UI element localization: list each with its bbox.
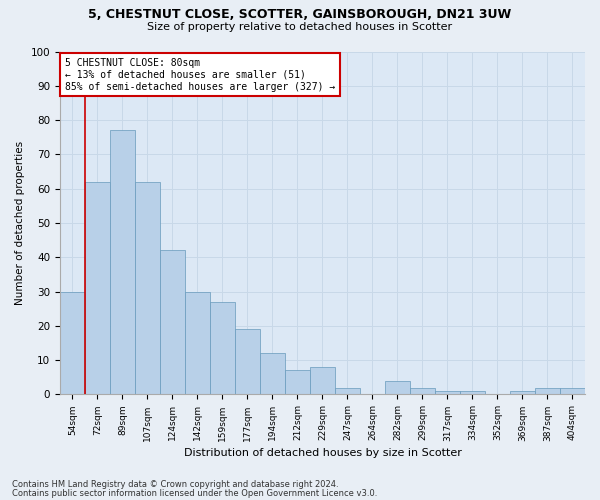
Bar <box>85 182 110 394</box>
Bar <box>185 292 210 395</box>
Text: Contains public sector information licensed under the Open Government Licence v3: Contains public sector information licen… <box>12 489 377 498</box>
Bar <box>285 370 310 394</box>
Text: 5 CHESTNUT CLOSE: 80sqm
← 13% of detached houses are smaller (51)
85% of semi-de: 5 CHESTNUT CLOSE: 80sqm ← 13% of detache… <box>65 58 335 92</box>
Bar <box>260 354 285 395</box>
Bar <box>60 292 85 395</box>
Y-axis label: Number of detached properties: Number of detached properties <box>15 141 25 305</box>
Bar <box>535 388 560 394</box>
Bar <box>560 388 585 394</box>
Bar <box>435 391 460 394</box>
Bar <box>110 130 135 394</box>
Text: Contains HM Land Registry data © Crown copyright and database right 2024.: Contains HM Land Registry data © Crown c… <box>12 480 338 489</box>
Bar <box>510 391 535 394</box>
Bar <box>160 250 185 394</box>
Bar <box>235 330 260 394</box>
Bar <box>385 380 410 394</box>
Bar <box>210 302 235 394</box>
Bar <box>135 182 160 394</box>
Bar <box>335 388 360 394</box>
Bar <box>460 391 485 394</box>
Bar <box>410 388 435 394</box>
Bar <box>310 367 335 394</box>
X-axis label: Distribution of detached houses by size in Scotter: Distribution of detached houses by size … <box>184 448 461 458</box>
Text: 5, CHESTNUT CLOSE, SCOTTER, GAINSBOROUGH, DN21 3UW: 5, CHESTNUT CLOSE, SCOTTER, GAINSBOROUGH… <box>88 8 512 20</box>
Text: Size of property relative to detached houses in Scotter: Size of property relative to detached ho… <box>148 22 452 32</box>
